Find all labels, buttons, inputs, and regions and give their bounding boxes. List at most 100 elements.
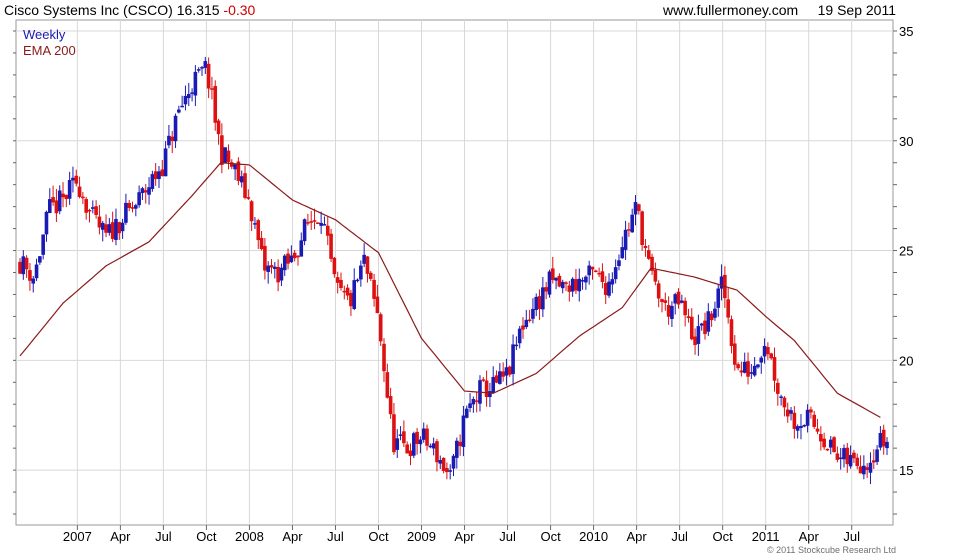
candle-body [385, 372, 390, 398]
x-tick-label: Oct [540, 529, 561, 544]
candle-body [94, 206, 98, 215]
candle-body [759, 357, 764, 363]
candle-body [332, 257, 337, 275]
candle-body [630, 214, 635, 233]
candle-body [81, 196, 85, 199]
candle-body [574, 279, 578, 291]
candle-body [51, 197, 55, 203]
candle-body [97, 216, 102, 228]
x-tick-label: Apr [454, 529, 475, 544]
candle-body [134, 205, 138, 209]
candle-body [415, 431, 419, 444]
header-right: www.fullermoney.com 19 Sep 2011 [663, 0, 896, 20]
candle-body [547, 271, 552, 295]
candle-body [362, 254, 366, 264]
candle-body [239, 176, 244, 183]
candles [18, 56, 889, 485]
candle-body [683, 300, 687, 316]
candle-body [266, 265, 270, 272]
candle-body [398, 434, 403, 436]
candle-body [273, 266, 277, 269]
copyright: © 2011 Stockcube Research Ltd [766, 545, 896, 555]
candle-body [339, 279, 343, 289]
candle-body [368, 272, 373, 279]
candle-body [319, 222, 323, 226]
candle-body [157, 171, 161, 179]
candle-body [544, 287, 548, 292]
candle-body [673, 294, 678, 304]
candle-body [852, 452, 856, 459]
candle-body [203, 61, 208, 68]
axes: 15 20 25 30 35 2007 Apr Jul Oct 2008 Apr Jul Oct 2009… [13, 24, 913, 544]
candle-body [455, 440, 459, 458]
candle-body [590, 266, 595, 270]
candle-body [706, 311, 711, 332]
candle-body [653, 269, 658, 282]
candle-body [289, 255, 294, 263]
candle-body [776, 382, 780, 394]
candle-body [709, 313, 714, 321]
candle-body [408, 450, 413, 457]
candle-body [382, 343, 386, 372]
candle-body [47, 199, 52, 213]
candle-body [292, 252, 297, 259]
candle-body [484, 380, 489, 398]
y-tick-label: 20 [899, 353, 913, 368]
candle-body [838, 457, 843, 460]
candle-body [114, 218, 118, 240]
candle-body [587, 265, 591, 276]
candle-body [302, 219, 307, 242]
candle-body [160, 169, 165, 177]
candle-body [140, 188, 145, 194]
candle-body [233, 164, 237, 170]
candle-body [107, 224, 112, 233]
candle-body [792, 412, 797, 429]
candle-body [716, 288, 721, 308]
candle-body [448, 470, 452, 472]
candle-body [147, 187, 151, 195]
candle-body [226, 150, 231, 163]
candle-body [286, 253, 290, 264]
candle-body [91, 207, 95, 209]
x-tick-label: 2009 [407, 529, 436, 544]
ema-line-group [19, 162, 881, 418]
candle-body [732, 343, 737, 365]
candle-body [428, 445, 433, 448]
candle-body [322, 224, 327, 226]
ticker-heading: Cisco Systems Inc (CSCO) 16.315 -0.30 [4, 0, 255, 20]
candle-body [325, 225, 330, 236]
candle-body [392, 414, 396, 453]
candle-body [517, 328, 522, 344]
candle-body [633, 202, 638, 215]
candle-body [805, 409, 810, 426]
candle-body [554, 277, 558, 281]
x-tick-label: Jul [671, 529, 688, 544]
candle-body [173, 115, 178, 142]
candle-body [67, 180, 72, 199]
candle-body [61, 193, 65, 198]
candle-body [762, 345, 767, 357]
candle-body [259, 237, 264, 250]
candle-body [580, 280, 585, 282]
candle-body [183, 95, 188, 105]
candle-body [617, 260, 621, 267]
candle-body [196, 69, 201, 71]
candle-body [640, 211, 644, 246]
candle-body [488, 391, 492, 398]
candle-body [57, 190, 62, 212]
candle-body [378, 314, 383, 342]
candle-body [534, 296, 539, 310]
x-tick-label: Oct [368, 529, 389, 544]
price-change: -0.30 [223, 2, 256, 18]
candle-body [71, 177, 75, 181]
candle-body [789, 410, 793, 414]
candle-body [41, 234, 45, 255]
candle-body [352, 280, 357, 309]
candle-body [670, 305, 674, 319]
legend-ema: EMA 200 [23, 43, 76, 58]
x-tick-label: Apr [627, 529, 648, 544]
candle-body [693, 336, 697, 346]
candle-body [54, 200, 59, 214]
candle-body [342, 290, 347, 293]
candle-body [375, 296, 380, 314]
